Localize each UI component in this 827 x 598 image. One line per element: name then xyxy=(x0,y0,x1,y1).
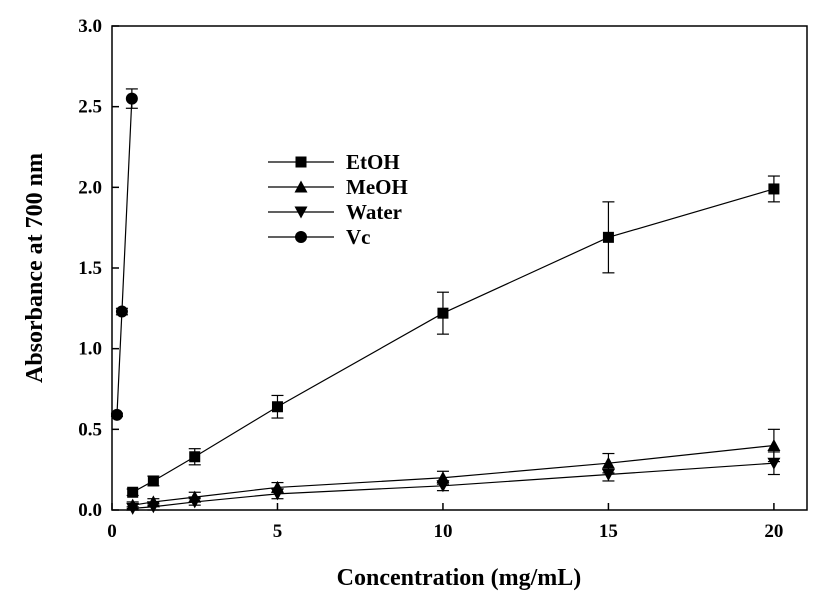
data-point xyxy=(601,469,615,482)
data-point xyxy=(188,496,202,509)
series-vc xyxy=(110,88,138,421)
data-point xyxy=(602,231,614,243)
series-line xyxy=(132,462,774,509)
series-line xyxy=(116,98,133,415)
x-tick-label: 10 xyxy=(433,521,452,542)
series-water xyxy=(126,451,781,515)
data-point xyxy=(126,502,140,515)
y-axis-ticks: 0.0 0.5 1.0 1.5 2.0 2.5 3.0 xyxy=(78,16,119,521)
legend-item-vc: Vc xyxy=(268,225,371,249)
x-axis-ticks: 0 5 10 15 20 xyxy=(107,503,783,542)
series-line xyxy=(132,188,775,493)
legend-label: Water xyxy=(346,200,402,224)
legend-marker xyxy=(295,231,307,243)
legend-marker xyxy=(294,206,308,219)
data-point xyxy=(436,480,450,493)
x-tick-label: 15 xyxy=(599,521,618,542)
y-axis-title: Absorbance at 700 nm xyxy=(22,153,48,383)
legend-label: EtOH xyxy=(346,150,400,174)
y-tick-label: 2.0 xyxy=(78,177,102,198)
data-point xyxy=(601,456,615,469)
data-point xyxy=(127,486,139,498)
data-point xyxy=(147,475,159,487)
legend-label: MeOH xyxy=(346,175,408,199)
series-etoh xyxy=(126,175,780,498)
y-tick-label: 0.5 xyxy=(78,419,102,440)
data-point xyxy=(125,92,138,105)
data-point xyxy=(436,471,450,484)
data-point xyxy=(271,401,283,413)
x-tick-label: 0 xyxy=(107,521,117,542)
legend-item-meoh: MeOH xyxy=(268,175,408,199)
plot-frame xyxy=(111,25,808,511)
legend-label: Vc xyxy=(346,225,371,249)
x-axis-title: Concentration (mg/mL) xyxy=(337,565,582,591)
y-tick-label: 0.0 xyxy=(78,500,102,521)
legend-marker xyxy=(294,180,308,193)
legend-item-etoh: EtOH xyxy=(268,150,400,174)
data-point xyxy=(110,408,123,421)
x-tick-label: 5 xyxy=(273,521,283,542)
data-point xyxy=(270,488,284,501)
y-tick-label: 1.0 xyxy=(78,339,102,360)
series-layer xyxy=(110,88,781,515)
data-point xyxy=(189,451,201,463)
data-point xyxy=(437,307,449,319)
legend-marker xyxy=(295,156,307,168)
y-tick-label: 1.5 xyxy=(78,258,102,279)
data-point xyxy=(115,305,128,318)
y-tick-label: 3.0 xyxy=(78,16,102,37)
data-point xyxy=(767,438,781,451)
legend-item-water: Water xyxy=(268,200,402,224)
data-point xyxy=(146,501,160,514)
data-point xyxy=(767,457,781,470)
data-point xyxy=(768,183,780,195)
y-tick-label: 2.5 xyxy=(78,97,102,118)
x-tick-label: 20 xyxy=(764,521,783,542)
series-line xyxy=(132,444,774,506)
